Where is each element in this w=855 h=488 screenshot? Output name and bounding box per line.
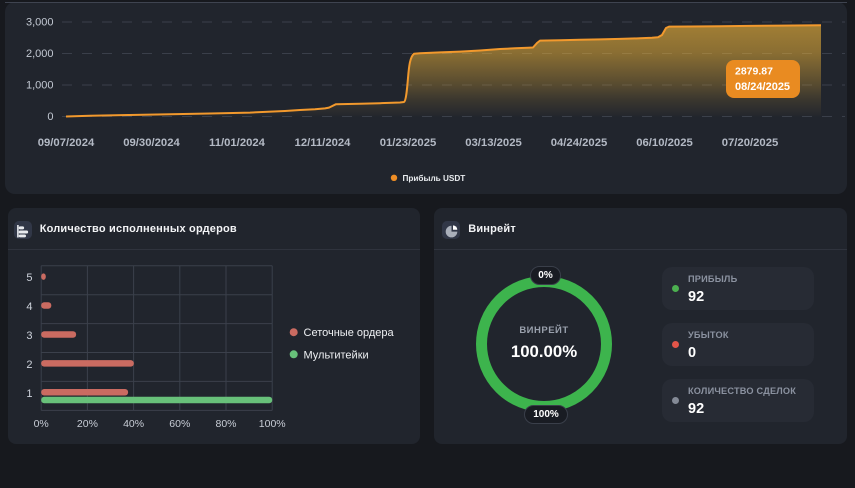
svg-text:3: 3: [26, 330, 32, 342]
svg-text:40%: 40%: [123, 418, 144, 430]
svg-text:2879.87: 2879.87: [735, 66, 773, 78]
svg-text:60%: 60%: [169, 418, 190, 430]
svg-text:08/24/2025: 08/24/2025: [735, 81, 790, 93]
svg-text:0: 0: [47, 111, 53, 123]
svg-text:Мультитейки: Мультитейки: [304, 349, 369, 361]
svg-text:Сеточные ордера: Сеточные ордера: [304, 327, 395, 339]
svg-text:Прибыль USDT: Прибыль USDT: [403, 173, 466, 183]
svg-text:03/13/2025: 03/13/2025: [465, 137, 522, 149]
svg-text:11/01/2024: 11/01/2024: [209, 137, 266, 149]
svg-text:09/07/2024: 09/07/2024: [38, 137, 95, 149]
svg-text:09/30/2024: 09/30/2024: [123, 137, 180, 149]
svg-text:04/24/2025: 04/24/2025: [551, 137, 608, 149]
svg-text:0%: 0%: [34, 418, 49, 430]
svg-text:07/20/2025: 07/20/2025: [722, 137, 779, 149]
svg-text:3,000: 3,000: [26, 17, 54, 29]
svg-text:100%: 100%: [259, 418, 286, 430]
svg-text:2,000: 2,000: [26, 48, 54, 60]
svg-text:5: 5: [26, 272, 32, 284]
svg-text:06/10/2025: 06/10/2025: [636, 137, 693, 149]
svg-text:1,000: 1,000: [26, 80, 54, 92]
svg-text:1: 1: [26, 388, 32, 400]
svg-text:01/23/2025: 01/23/2025: [380, 137, 437, 149]
svg-text:80%: 80%: [215, 418, 236, 430]
svg-text:12/11/2024: 12/11/2024: [295, 137, 352, 149]
svg-text:4: 4: [26, 301, 32, 313]
svg-text:2: 2: [26, 359, 32, 371]
svg-text:20%: 20%: [77, 418, 98, 430]
